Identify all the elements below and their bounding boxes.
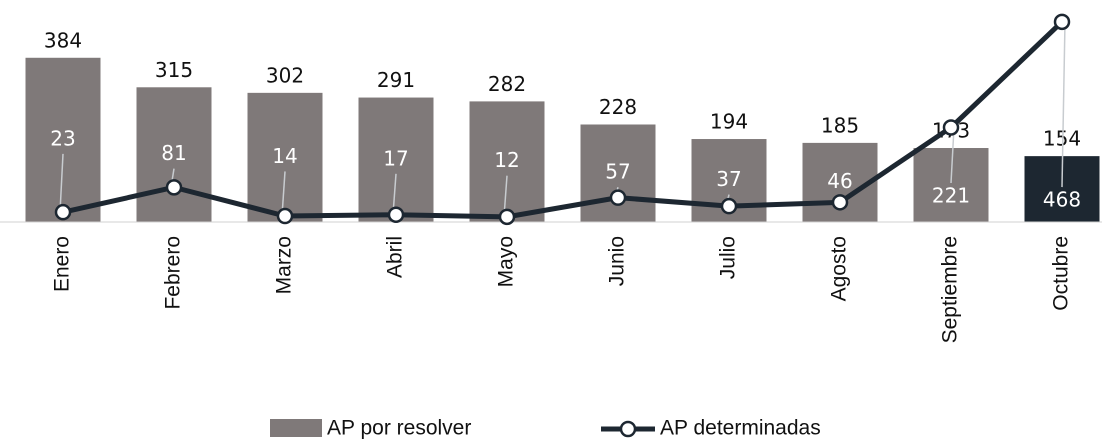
bar: [25, 57, 101, 223]
line-point: [498, 208, 516, 226]
leader-line: [1061, 21, 1066, 188]
bar: [469, 101, 545, 222]
x-tick-label: Septiembre: [939, 236, 962, 343]
leader-line: [950, 127, 955, 184]
line-value-label: 37: [716, 167, 741, 191]
bar-value-label: 228: [599, 95, 637, 119]
legend-label: AP por resolver: [327, 417, 471, 440]
line: [62, 20, 1064, 220]
legend-label: AP determinadas: [660, 417, 821, 440]
bar-value-label: 282: [488, 72, 526, 96]
bar-value-label: 194: [710, 110, 748, 134]
line-value-label: 57: [605, 160, 630, 184]
bar: [247, 92, 323, 223]
line-value-label: 23: [50, 126, 75, 150]
legend-swatch: [270, 419, 322, 437]
line-value-label: 14: [272, 144, 297, 168]
x-tick-label: Enero: [51, 236, 74, 292]
x-tick-label: Febrero: [162, 236, 185, 310]
bar-value-label: 291: [377, 68, 415, 92]
bar: [913, 148, 989, 222]
x-tick-label: Junio: [606, 236, 629, 286]
x-tick-label: Julio: [717, 236, 740, 279]
bar-value-label: 185: [821, 113, 859, 137]
line-point: [54, 203, 72, 221]
bar-value-label: 302: [266, 63, 304, 87]
x-tick-label: Octubre: [1050, 236, 1073, 311]
bar-value-label: 384: [44, 28, 82, 52]
line-point: [387, 206, 405, 223]
line-point: [1053, 13, 1071, 31]
line-value-label: 81: [161, 141, 186, 165]
bar: [136, 87, 212, 222]
x-tick-label: Mayo: [495, 236, 518, 287]
leader-line: [59, 153, 64, 213]
line-point: [720, 197, 738, 215]
legend-marker: [619, 420, 637, 438]
line-value-label: 468: [1043, 188, 1081, 212]
line-value-label: 221: [932, 184, 970, 208]
line-point: [831, 194, 849, 211]
line-value-label: 46: [827, 169, 852, 193]
line-value-label: 12: [494, 148, 519, 172]
line-value-label: 17: [383, 146, 408, 170]
x-tick-label: Marzo: [273, 236, 296, 294]
x-tick-label: Abril: [384, 236, 407, 278]
bar: [358, 97, 434, 222]
bar-value-label: 315: [155, 58, 193, 82]
line-point: [942, 119, 960, 136]
line-point: [165, 179, 183, 196]
line-point: [609, 189, 627, 206]
x-tick-label: Agosto: [828, 236, 851, 301]
line-point: [276, 207, 294, 225]
